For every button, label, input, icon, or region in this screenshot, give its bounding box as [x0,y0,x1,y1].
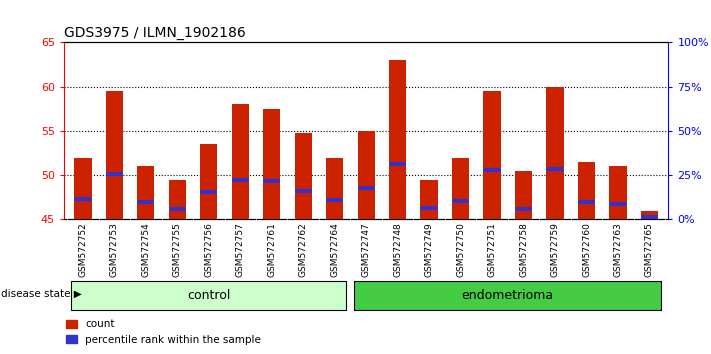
Text: GSM572752: GSM572752 [78,222,87,277]
Bar [137,200,154,204]
Bar [546,167,564,171]
Bar [200,144,218,219]
Bar [232,178,249,182]
Bar [641,211,658,219]
Text: GSM572759: GSM572759 [550,222,560,277]
Bar [294,189,312,193]
Text: GSM572764: GSM572764 [330,222,339,277]
Bar [263,178,280,183]
Text: GSM572763: GSM572763 [614,222,622,277]
Bar [609,166,626,219]
Legend: count, percentile rank within the sample: count, percentile rank within the sample [62,315,265,349]
Bar [420,206,438,210]
Bar [515,207,533,211]
Text: GSM572750: GSM572750 [456,222,465,277]
Bar [74,197,92,201]
Bar [609,201,626,206]
Bar [326,158,343,219]
Bar [106,91,123,219]
FancyBboxPatch shape [354,281,661,310]
Bar [452,158,469,219]
Bar [137,166,154,219]
Text: GSM572754: GSM572754 [141,222,150,277]
Text: GSM572758: GSM572758 [519,222,528,277]
Bar [358,185,375,190]
Text: GSM572756: GSM572756 [204,222,213,277]
Text: GSM572760: GSM572760 [582,222,591,277]
Bar [641,215,658,219]
Text: GSM572757: GSM572757 [236,222,245,277]
Text: control: control [187,289,230,302]
Bar [546,87,564,219]
Bar [389,162,406,166]
Bar [483,91,501,219]
Text: GSM572751: GSM572751 [488,222,496,277]
Bar [483,168,501,172]
Text: GSM572753: GSM572753 [110,222,119,277]
Bar [389,60,406,219]
Bar [326,198,343,202]
Text: GSM572748: GSM572748 [393,222,402,277]
Bar [420,179,438,219]
Text: GSM572765: GSM572765 [645,222,654,277]
Text: disease state ▶: disease state ▶ [1,289,82,299]
Text: endometrioma: endometrioma [461,289,554,302]
FancyBboxPatch shape [71,281,346,310]
Bar [169,179,186,219]
Text: GDS3975 / ILMN_1902186: GDS3975 / ILMN_1902186 [64,26,246,40]
Bar [578,200,595,204]
Bar [74,158,92,219]
Bar [232,104,249,219]
Text: GSM572747: GSM572747 [362,222,370,277]
Text: GSM572762: GSM572762 [299,222,308,277]
Text: GSM572749: GSM572749 [424,222,434,277]
Bar [169,207,186,211]
Bar [515,171,533,219]
Bar [263,109,280,219]
Bar [106,172,123,176]
Text: GSM572755: GSM572755 [173,222,182,277]
Bar [200,190,218,194]
Bar [358,131,375,219]
Bar [578,162,595,219]
Bar [452,199,469,203]
Bar [294,133,312,219]
Text: GSM572761: GSM572761 [267,222,277,277]
